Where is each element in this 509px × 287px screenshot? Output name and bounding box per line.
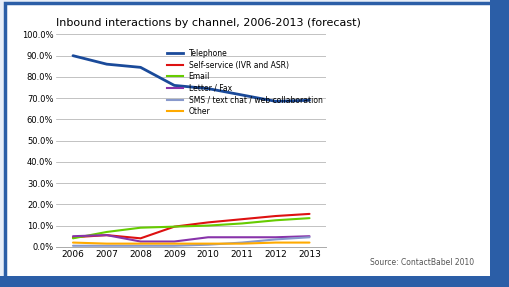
Text: Inbound interactions by channel, 2006-2013 (forecast): Inbound interactions by channel, 2006-20… [56,18,360,28]
Text: Source: ContactBabel 2010: Source: ContactBabel 2010 [370,258,473,267]
Legend: Telephone, Self-service (IVR and ASR), Email, Letter / Fax, SMS / text chat / we: Telephone, Self-service (IVR and ASR), E… [167,49,322,116]
